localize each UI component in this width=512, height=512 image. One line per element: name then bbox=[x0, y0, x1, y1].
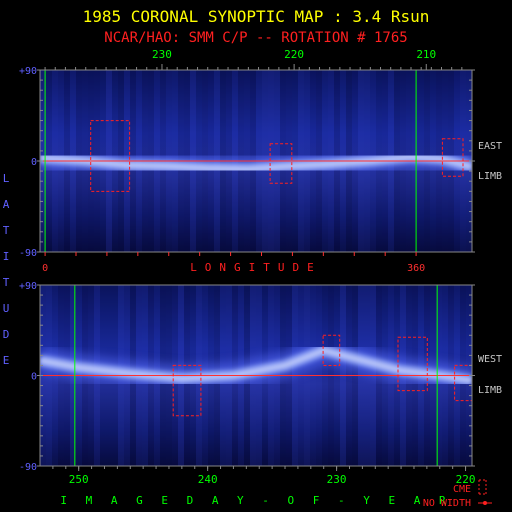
west-limb-label: LIMB bbox=[478, 385, 502, 396]
chart-title: 1985 CORONAL SYNOPTIC MAP : 3.4 Rsun bbox=[83, 7, 430, 26]
longitude-tick-label: 0 bbox=[42, 263, 48, 274]
cme-box bbox=[172, 364, 202, 417]
top-x-tick-label: 230 bbox=[152, 48, 172, 61]
cme-marker bbox=[441, 138, 464, 177]
legend-no-width-label: NO WIDTH bbox=[423, 498, 471, 509]
cme-box bbox=[454, 364, 472, 402]
x-tick-label: 240 bbox=[198, 473, 218, 486]
x-tick-label: 250 bbox=[69, 473, 89, 486]
y-tick-label: +90 bbox=[19, 66, 37, 77]
y-tick-label: 0 bbox=[31, 372, 37, 383]
east-label: EAST bbox=[478, 141, 502, 152]
cme-box bbox=[397, 336, 428, 392]
east-limb-label: LIMB bbox=[478, 171, 502, 182]
y-axis-label-letter: D bbox=[3, 328, 10, 341]
y-tick-label: -90 bbox=[19, 248, 37, 259]
legend-cme-symbol bbox=[478, 479, 487, 495]
longitude-label: LONGITUDE bbox=[190, 261, 322, 274]
cme-marker bbox=[454, 364, 472, 402]
cme-box bbox=[322, 334, 341, 366]
y-axis-label-letter: U bbox=[3, 302, 10, 315]
legend-cme-label: CME bbox=[453, 484, 471, 495]
cme-box bbox=[441, 138, 464, 177]
top-panel: +90 0 -90 230 220 210 0 360 bbox=[19, 48, 475, 274]
top-x-tick-label: 210 bbox=[416, 48, 436, 61]
legend: CME NO WIDTH bbox=[423, 479, 492, 509]
day-of-year-label: I M A G E D A Y - O F - Y E A R bbox=[60, 494, 451, 507]
x-tick-label: 220 bbox=[456, 473, 476, 486]
y-tick-label: -90 bbox=[19, 462, 37, 473]
cme-marker bbox=[172, 364, 202, 417]
west-label: WEST bbox=[478, 354, 502, 365]
y-tick-label: +90 bbox=[19, 281, 37, 292]
y-axis-label-letter: L bbox=[3, 172, 10, 185]
longitude-tick-label: 360 bbox=[407, 263, 425, 274]
bottom-panel-side-label: WEST LIMB bbox=[478, 354, 502, 396]
bottom-panel: +90 0 -90 250 240 230 220 bbox=[19, 281, 476, 486]
cme-marker bbox=[397, 336, 428, 392]
y-axis-label-letter: A bbox=[3, 198, 10, 211]
cme-marker bbox=[269, 143, 293, 184]
top-x-tick-label: 220 bbox=[284, 48, 304, 61]
y-axis-label-letter: T bbox=[3, 276, 10, 289]
y-tick-label: 0 bbox=[31, 157, 37, 168]
cme-marker bbox=[322, 334, 341, 366]
cme-box bbox=[269, 143, 293, 184]
chart-subtitle: NCAR/HAO: SMM C/P -- ROTATION # 1765 bbox=[104, 30, 407, 46]
y-axis-label-letter: T bbox=[3, 224, 10, 237]
legend-no-width-symbol bbox=[478, 501, 492, 505]
y-axis-label-letter: I bbox=[3, 250, 10, 263]
y-axis-label-letter: E bbox=[3, 354, 10, 367]
top-panel-side-label: EAST LIMB bbox=[478, 141, 502, 182]
x-tick-label: 230 bbox=[327, 473, 347, 486]
streamer-belt-core bbox=[40, 348, 472, 383]
